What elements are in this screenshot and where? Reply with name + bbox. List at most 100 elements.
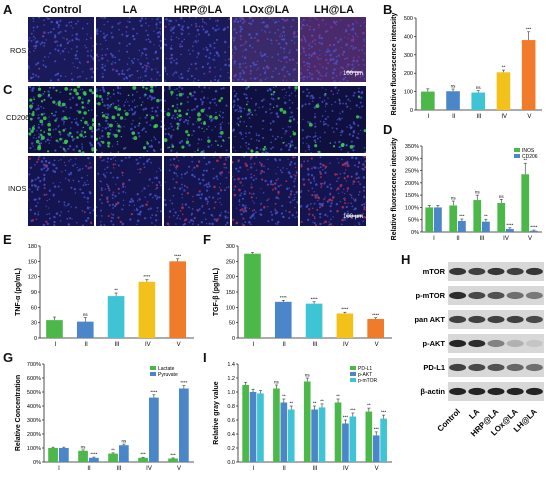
y-tick-label: 350% xyxy=(405,144,419,150)
y-axis-label: TNF-α (pg/mL) xyxy=(15,268,22,316)
x-tick-label: II xyxy=(87,466,91,472)
x-tick-label: IV xyxy=(503,236,509,242)
bar xyxy=(365,411,373,462)
wb-band xyxy=(449,267,467,276)
bar xyxy=(496,72,511,110)
legend-label: Pyruvate xyxy=(158,372,178,378)
significance-label: **** xyxy=(90,452,97,457)
western-blot: mTOR p-mTOR pan AKT p-AKT PD-L1 β-actin Contro… xyxy=(404,262,546,475)
x-tick-label: IV xyxy=(146,466,152,472)
x-tick-label: V xyxy=(375,342,379,348)
significance-label: ns xyxy=(121,439,127,444)
significance-label: *** xyxy=(170,452,176,457)
bar xyxy=(521,174,530,232)
wb-band xyxy=(468,339,486,348)
bar xyxy=(244,253,261,338)
y-tick-label: 0.4 xyxy=(227,432,235,438)
significance-label: *** xyxy=(374,426,380,431)
bar xyxy=(497,203,506,232)
legend-swatch xyxy=(150,366,156,370)
significance-label: ** xyxy=(336,394,340,399)
y-tick-label: 300 xyxy=(226,244,235,250)
legend-swatch xyxy=(514,148,520,152)
wb-band xyxy=(468,363,486,372)
significance-label: **** xyxy=(280,295,287,300)
wb-protein-label: mTOR xyxy=(423,267,446,276)
significance-label: ns xyxy=(451,196,457,201)
y-axis-label: Relative fluorescence intensity xyxy=(391,138,398,241)
y-tick-label: 50% xyxy=(408,218,419,224)
significance-label: ** xyxy=(320,398,324,403)
wb-band xyxy=(487,315,505,324)
wb-protein-label: pan AKT xyxy=(414,315,445,324)
micro-tile-cd206-2 xyxy=(96,86,162,153)
significance-label: *** xyxy=(526,26,532,31)
scale-bar-label-ros: 100 μm xyxy=(343,71,364,77)
bar xyxy=(318,407,326,462)
wb-strip xyxy=(448,334,544,353)
bar xyxy=(108,453,118,462)
bar xyxy=(249,392,257,462)
significance-label: **** xyxy=(530,225,537,230)
significance-label: *** xyxy=(350,408,356,413)
y-tick-label: 200 xyxy=(226,275,235,281)
bar xyxy=(506,229,514,232)
y-tick-label: 400 xyxy=(404,34,413,40)
y-tick-label: 1.4 xyxy=(227,362,235,368)
bar xyxy=(274,301,292,338)
significance-label: **** xyxy=(311,296,318,301)
bar xyxy=(48,448,58,462)
significance-label: **** xyxy=(372,312,379,317)
bar xyxy=(107,296,125,338)
panel-label-g: G xyxy=(3,350,14,365)
wb-protein-label: β-actin xyxy=(420,387,445,396)
y-tick-label: 100% xyxy=(405,205,419,211)
significance-label: *** xyxy=(381,410,387,415)
y-tick-label: 0% xyxy=(411,230,419,236)
y-tick-label: 0 xyxy=(410,108,413,114)
bar xyxy=(380,418,387,462)
significance-label: ** xyxy=(289,401,293,406)
legend-swatch xyxy=(514,154,520,158)
micro-tile-ros-4 xyxy=(232,17,298,82)
chart-i-gray-value: Relative gray value 0.0 0.2 0.4 0.6 0.8 1.0 1.2… xyxy=(213,362,392,472)
x-tick-label: III xyxy=(479,236,484,242)
y-axis-label: Relative gray value xyxy=(213,381,220,445)
significance-label: ns xyxy=(476,85,482,90)
significance-label: ** xyxy=(313,401,317,406)
wb-band xyxy=(449,363,467,372)
x-tick-label: I xyxy=(253,466,255,472)
y-tick-label: 300% xyxy=(405,156,419,162)
wb-band xyxy=(525,267,543,276)
significance-label: **** xyxy=(174,253,181,258)
bar xyxy=(303,381,311,462)
wb-band xyxy=(449,339,467,348)
bar xyxy=(446,91,460,110)
wb-protein-label: p-mTOR xyxy=(416,291,446,300)
x-tick-label: IV xyxy=(343,342,349,348)
wb-lane-label: LA xyxy=(467,407,481,421)
significance-label: ns xyxy=(499,194,505,199)
panel-label-f: F xyxy=(203,232,211,247)
micro-tile-inos-2 xyxy=(96,156,162,226)
micro-tile-cd206-5 xyxy=(300,86,366,153)
bar xyxy=(76,321,94,338)
bar xyxy=(169,261,186,338)
wb-band xyxy=(468,387,486,396)
x-tick-label: IV xyxy=(501,114,507,120)
x-tick-label: II xyxy=(85,342,89,348)
y-tick-label: 150 xyxy=(28,259,37,265)
bar xyxy=(138,457,148,462)
bar xyxy=(372,435,380,462)
wb-band xyxy=(449,291,467,300)
x-tick-label: II xyxy=(456,236,460,242)
micro-tile-cd206-4 xyxy=(232,86,298,153)
significance-label: *** xyxy=(343,415,349,420)
panel-label-h: H xyxy=(401,252,411,267)
wb-protein-label: p-AKT xyxy=(423,339,446,348)
wb-band xyxy=(487,267,505,276)
significance-label: ns xyxy=(81,444,87,449)
micro-tile-ros-2 xyxy=(96,17,162,82)
x-tick-label: V xyxy=(177,342,181,348)
x-tick-label: II xyxy=(283,466,287,472)
